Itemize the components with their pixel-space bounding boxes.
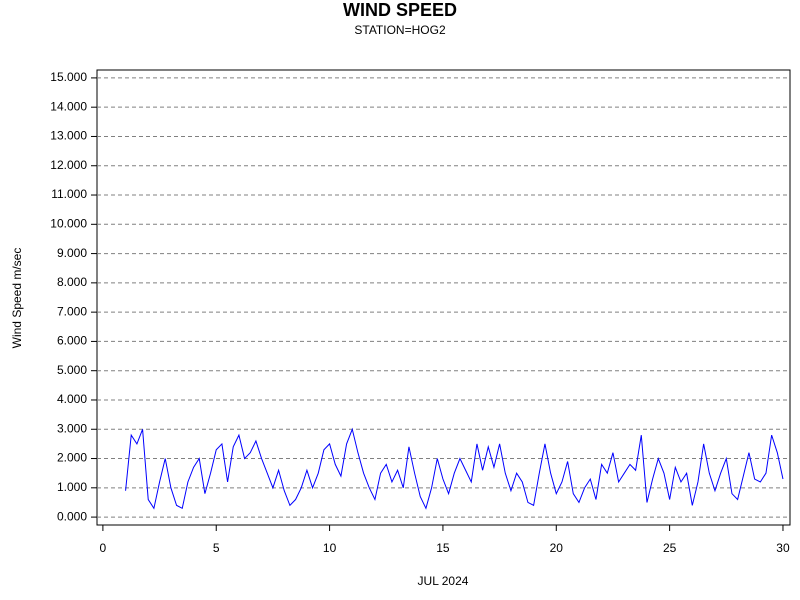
y-tick-label: 13.000 [50,129,87,143]
x-tick-label: 20 [550,541,564,555]
y-tick-label: 5.000 [57,363,87,377]
x-tick-label: 10 [323,541,337,555]
data-line [125,427,784,510]
x-tick-label: 5 [213,541,220,555]
y-tick-label: 15.000 [50,70,87,84]
y-tick-label: 14.000 [50,99,87,113]
chart-title: WIND SPEED [343,0,457,20]
y-tick-label: 3.000 [57,421,87,435]
y-tick-label: 1.000 [57,480,87,494]
y-axis-label: Wind Speed m/sec [10,248,24,349]
y-tick-label: 6.000 [57,334,87,348]
plot-frame [96,69,791,526]
x-tick-label: 30 [776,541,790,555]
chart-subtitle: STATION=HOG2 [354,23,446,37]
x-tick-label: 25 [663,541,677,555]
y-tick-label: 9.000 [57,246,87,260]
y-tick-label: 0.000 [57,509,87,523]
y-tick-label: 8.000 [57,275,87,289]
x-axis-label: JUL 2024 [418,574,469,588]
y-tick-label: 4.000 [57,392,87,406]
x-tick-label: 15 [436,541,450,555]
y-tick-label: 2.000 [57,451,87,465]
y-tick-label: 10.000 [50,216,87,230]
y-tick-label: 7.000 [57,304,87,318]
y-tick-label: 12.000 [50,158,87,172]
x-tick-label: 0 [100,541,107,555]
y-tick-label: 11.000 [51,187,87,201]
